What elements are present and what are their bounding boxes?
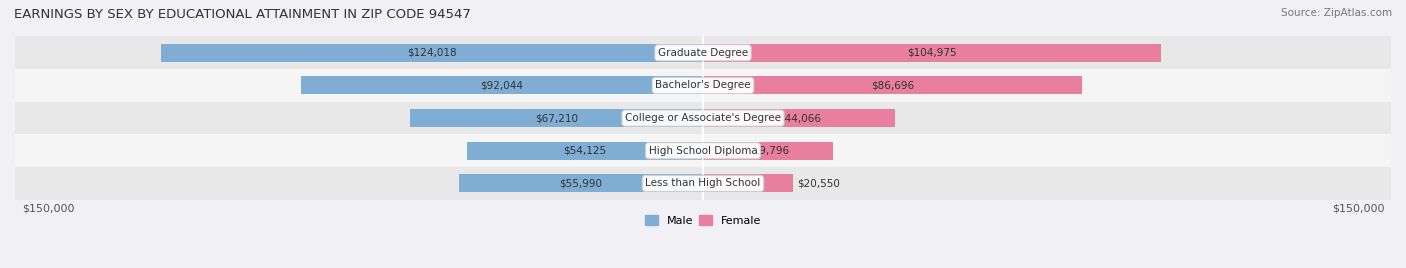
Bar [467,142,703,160]
Bar [458,174,703,192]
Text: $92,044: $92,044 [481,80,523,90]
Text: $67,210: $67,210 [534,113,578,123]
Bar [703,142,834,160]
Bar [703,44,1161,62]
Text: $86,696: $86,696 [870,80,914,90]
Bar [703,174,793,192]
Text: $20,550: $20,550 [797,178,839,188]
Text: Less than High School: Less than High School [645,178,761,188]
Text: Source: ZipAtlas.com: Source: ZipAtlas.com [1281,8,1392,18]
Text: $29,796: $29,796 [747,146,790,156]
Text: Bachelor's Degree: Bachelor's Degree [655,80,751,90]
Text: EARNINGS BY SEX BY EDUCATIONAL ATTAINMENT IN ZIP CODE 94547: EARNINGS BY SEX BY EDUCATIONAL ATTAINMEN… [14,8,471,21]
Text: $44,066: $44,066 [778,113,821,123]
Bar [409,109,703,127]
Bar [15,102,1391,135]
Bar [15,36,1391,69]
Text: $54,125: $54,125 [564,146,606,156]
Text: College or Associate's Degree: College or Associate's Degree [626,113,780,123]
Bar [703,109,896,127]
Bar [15,135,1391,167]
Bar [15,69,1391,102]
Bar [301,76,703,94]
Bar [703,76,1081,94]
Text: $104,975: $104,975 [907,48,957,58]
Text: $55,990: $55,990 [560,178,602,188]
Legend: Male, Female: Male, Female [640,210,766,230]
Text: High School Diploma: High School Diploma [648,146,758,156]
Bar [162,44,703,62]
Text: Graduate Degree: Graduate Degree [658,48,748,58]
Text: $124,018: $124,018 [408,48,457,58]
Bar [15,167,1391,200]
